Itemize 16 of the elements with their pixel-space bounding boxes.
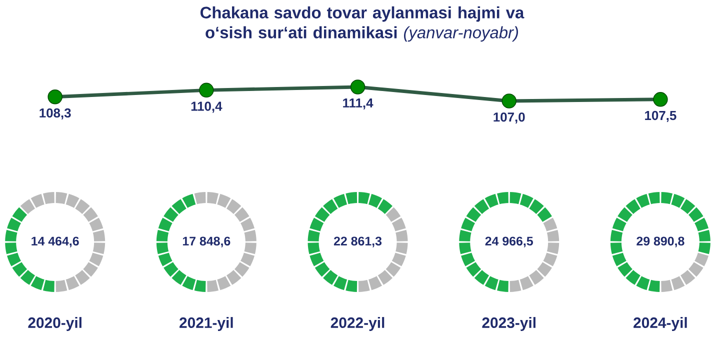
x-tick-label: 2021-yil	[180, 317, 233, 331]
data-label: 111,4	[343, 98, 374, 110]
chart-title: Chakana savdo tovar aylanmasi hajmi va o‘sish sur‘ati dinamikasi (yanvar-noyabr)	[200, 6, 524, 42]
data-label: 108,3	[40, 108, 71, 120]
data-label: 110,4	[191, 102, 222, 113]
data-label: 107,0	[494, 112, 525, 124]
data-label: 14 464,6	[32, 236, 79, 248]
data-label: 24 966,5	[485, 236, 533, 248]
data-label: 29 890,8	[636, 236, 684, 248]
data-label: 17 848,6	[182, 236, 230, 248]
x-tick-label: 2023-yil	[482, 317, 536, 331]
data-label: 22 861,3	[334, 236, 382, 248]
data-label: 107,5	[645, 110, 676, 122]
x-tick-label: 2020-yil	[28, 317, 82, 331]
x-tick-label: 2022-yil	[330, 317, 384, 331]
x-tick-label: 2024-yil	[634, 317, 687, 331]
